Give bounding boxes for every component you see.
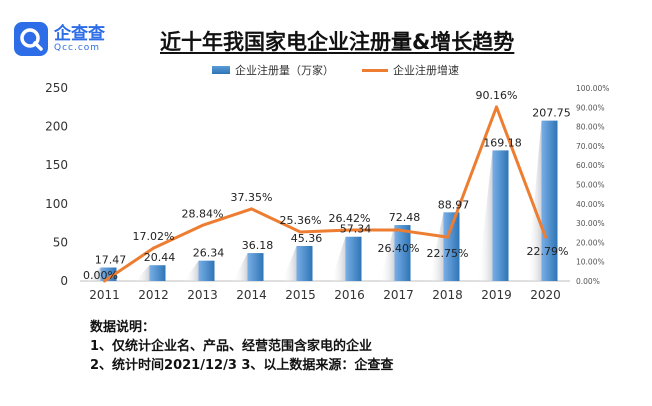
y2-tick-label: 70.00% bbox=[576, 142, 605, 151]
bar-shadow bbox=[380, 225, 395, 281]
bar-value-label: 57.34 bbox=[340, 223, 372, 236]
growth-point bbox=[446, 235, 449, 239]
bar-value-label: 72.48 bbox=[389, 211, 421, 224]
y-tick-label: 50 bbox=[53, 235, 68, 249]
growth-point bbox=[397, 228, 400, 232]
brand-name-cn: 企查查 bbox=[54, 24, 105, 44]
brand-name-en: Qcc.com bbox=[54, 43, 101, 53]
growth-value-label: 0.00% bbox=[83, 269, 118, 282]
x-tick-label: 2011 bbox=[89, 288, 120, 302]
x-tick-label: 2016 bbox=[334, 288, 365, 302]
x-tick-label: 2012 bbox=[138, 288, 169, 302]
x-tick-label: 2014 bbox=[236, 288, 267, 302]
bar bbox=[541, 120, 558, 281]
y-tick-label: 250 bbox=[45, 81, 68, 95]
bar-shadow bbox=[86, 267, 101, 281]
brand-logo: 企查查 Qcc.com bbox=[14, 22, 105, 56]
x-tick-label: 2017 bbox=[383, 288, 414, 302]
y-tick-label: 150 bbox=[45, 158, 68, 172]
bar bbox=[296, 245, 313, 281]
bar-value-label: 26.34 bbox=[193, 247, 225, 260]
bar-shadow bbox=[135, 265, 150, 281]
bar-value-label: 36.18 bbox=[242, 239, 274, 252]
y2-tick-label: 60.00% bbox=[576, 161, 605, 170]
growth-value-label: 22.75% bbox=[427, 247, 469, 260]
bar-shadow bbox=[282, 245, 297, 281]
growth-value-label: 28.84% bbox=[182, 207, 224, 220]
bar bbox=[394, 225, 411, 281]
x-tick-label: 2018 bbox=[432, 288, 463, 302]
bar-shadow bbox=[331, 236, 346, 281]
growth-value-label: 26.42% bbox=[329, 212, 371, 225]
qcc-logo-icon bbox=[14, 22, 48, 56]
y2-tick-label: 50.00% bbox=[576, 181, 605, 190]
bar-value-label: 207.75 bbox=[532, 107, 571, 120]
y2-tick-label: 40.00% bbox=[576, 200, 605, 209]
y2-tick-label: 80.00% bbox=[576, 123, 605, 132]
bar bbox=[443, 212, 460, 281]
legend-line-label: 企业注册增速 bbox=[393, 64, 459, 77]
growth-point bbox=[103, 279, 106, 283]
legend-line-swatch bbox=[362, 68, 388, 72]
growth-line bbox=[103, 105, 547, 283]
notes-line-1: 1、仅统计企业名、产品、经营范围含家电的企业 bbox=[90, 339, 373, 354]
data-notes: 数据说明： 1、仅统计企业名、产品、经营范围含家电的企业 2、统计时间2021/… bbox=[90, 318, 393, 375]
growth-value-label: 37.35% bbox=[231, 191, 273, 204]
bar-value-label: 88.97 bbox=[438, 198, 470, 211]
growth-value-label: 25.36% bbox=[280, 214, 322, 227]
y2-tick-label: 30.00% bbox=[576, 219, 605, 228]
growth-point bbox=[201, 223, 204, 227]
bar-value-label: 169.18 bbox=[483, 136, 522, 149]
bar bbox=[247, 253, 264, 281]
bar bbox=[492, 150, 509, 281]
y2-tick-label: 100.00% bbox=[576, 84, 609, 93]
bar-value-label: 17.47 bbox=[95, 254, 127, 267]
bar-shadow bbox=[429, 212, 444, 281]
bar-value-label: 45.36 bbox=[291, 232, 323, 245]
y2-tick-label: 10.00% bbox=[576, 258, 605, 267]
notes-heading: 数据说明： bbox=[90, 320, 156, 335]
bar-shadow bbox=[233, 253, 248, 281]
growth-point bbox=[250, 207, 253, 211]
chart-legend: 企业注册量（万家） 企业注册增速 bbox=[212, 62, 459, 78]
y-tick-label: 0 bbox=[60, 274, 68, 288]
legend-bar-swatch bbox=[212, 66, 230, 74]
growth-value-label: 17.02% bbox=[133, 230, 175, 243]
y-tick-label: 100 bbox=[45, 197, 68, 211]
x-tick-label: 2020 bbox=[530, 288, 561, 302]
growth-value-label: 22.79% bbox=[527, 245, 569, 258]
legend-bar-label: 企业注册量（万家） bbox=[235, 64, 334, 77]
x-tick-label: 2019 bbox=[481, 288, 512, 302]
y-tick-label: 200 bbox=[45, 120, 68, 134]
y2-tick-label: 20.00% bbox=[576, 238, 605, 247]
y2-tick-label: 0.00% bbox=[576, 277, 600, 286]
growth-point bbox=[544, 235, 547, 239]
bar-shadow bbox=[184, 260, 199, 281]
bar-shadow bbox=[527, 120, 542, 281]
notes-line-2: 2、统计时间2021/12/3 3、以上数据来源：企查查 bbox=[90, 358, 394, 373]
growth-point bbox=[152, 246, 155, 250]
growth-point bbox=[299, 230, 302, 234]
chart-title: 近十年我国家电企业注册量&增长趋势 bbox=[160, 30, 515, 54]
bar bbox=[100, 267, 117, 281]
growth-point bbox=[495, 105, 498, 109]
growth-point bbox=[348, 228, 351, 232]
x-tick-label: 2013 bbox=[187, 288, 218, 302]
bar bbox=[345, 236, 362, 281]
bar-shadow bbox=[478, 150, 493, 281]
x-tick-label: 2015 bbox=[285, 288, 316, 302]
bar bbox=[198, 260, 215, 281]
bar bbox=[149, 265, 166, 281]
bar-value-label: 20.44 bbox=[144, 251, 176, 264]
growth-value-label: 26.40% bbox=[378, 242, 420, 255]
y2-tick-label: 90.00% bbox=[576, 103, 605, 112]
growth-value-label: 90.16% bbox=[476, 89, 518, 102]
